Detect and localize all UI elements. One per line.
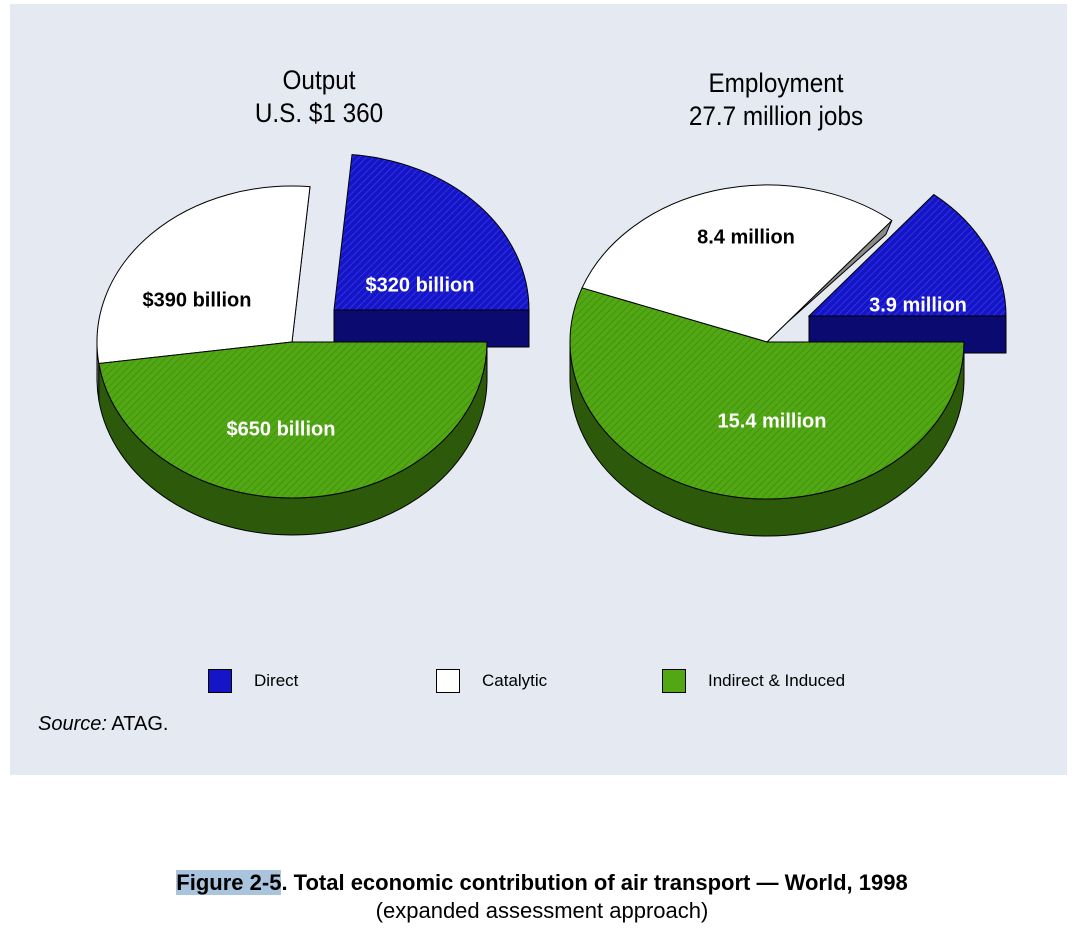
- direct-slice-label-1: 3.9 million: [869, 294, 967, 316]
- legend-direct: Direct: [208, 669, 298, 693]
- legend-swatch-indirect: [662, 669, 686, 693]
- employment-pie-title: Employment 27.7 million jobs: [650, 67, 902, 133]
- legend-label-indirect: Indirect & Induced: [708, 671, 846, 690]
- indirect-slice-0: [98, 341, 488, 499]
- legend-label-direct: Direct: [254, 671, 299, 690]
- legend-label-catalytic: Catalytic: [482, 671, 548, 690]
- direct-slice-0: [333, 154, 530, 311]
- catalytic-slice-0: [96, 185, 311, 365]
- indirect-slice-label-1: 15.4 million: [718, 410, 827, 432]
- source-note: Source: ATAG.: [38, 713, 168, 736]
- caption-title: . Total economic contribution of air tra…: [281, 870, 908, 895]
- figure-caption: Figure 2-5. Total economic contribution …: [0, 870, 1084, 924]
- catalytic-slice-1: [581, 184, 893, 343]
- legend-swatch-catalytic: [436, 669, 460, 693]
- output-subtitle: U.S. $1 360: [254, 98, 384, 128]
- direct-slice-label-0: $320 billion: [366, 274, 475, 296]
- direct-slice-face-0: [333, 309, 530, 348]
- indirect-slice-1: [569, 287, 965, 500]
- legend-catalytic: Catalytic: [436, 669, 547, 693]
- employment-title: Employment: [708, 68, 844, 98]
- output-pie-title: Output U.S. $1 360: [229, 64, 409, 130]
- catalytic-slice-label-0: $390 billion: [143, 289, 252, 311]
- employment-subtitle: 27.7 million jobs: [688, 101, 864, 131]
- figure-number: Figure 2-5: [176, 870, 282, 895]
- output-pie: $320 billion $390 billion $650 billion: [96, 154, 530, 536]
- output-title: Output: [282, 65, 356, 95]
- caption-subtitle: (expanded assessment approach): [375, 898, 709, 923]
- indirect-slice-label-0: $650 billion: [227, 418, 336, 440]
- source-text: ATAG.: [106, 713, 169, 735]
- pie-charts: $320 billion $390 billion $650 billion 3.9…: [96, 154, 1007, 537]
- source-prefix: Source:: [38, 713, 107, 735]
- direct-slice-1: [807, 193, 1007, 317]
- legend-indirect: Indirect & Induced: [662, 669, 845, 693]
- employment-pie: 3.9 million 8.4 million 15.4 million: [569, 184, 1007, 537]
- legend-swatch-direct: [208, 669, 232, 693]
- caption-line1: Figure 2-5. Total economic contribution …: [0, 870, 1084, 896]
- catalytic-slice-label-1: 8.4 million: [697, 226, 795, 248]
